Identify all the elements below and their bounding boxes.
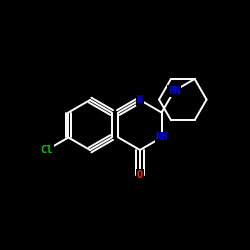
Text: N: N xyxy=(137,95,143,105)
Text: NH: NH xyxy=(155,132,168,142)
Text: O: O xyxy=(137,170,143,180)
Text: Cl: Cl xyxy=(40,145,53,155)
Text: HN: HN xyxy=(168,86,180,96)
